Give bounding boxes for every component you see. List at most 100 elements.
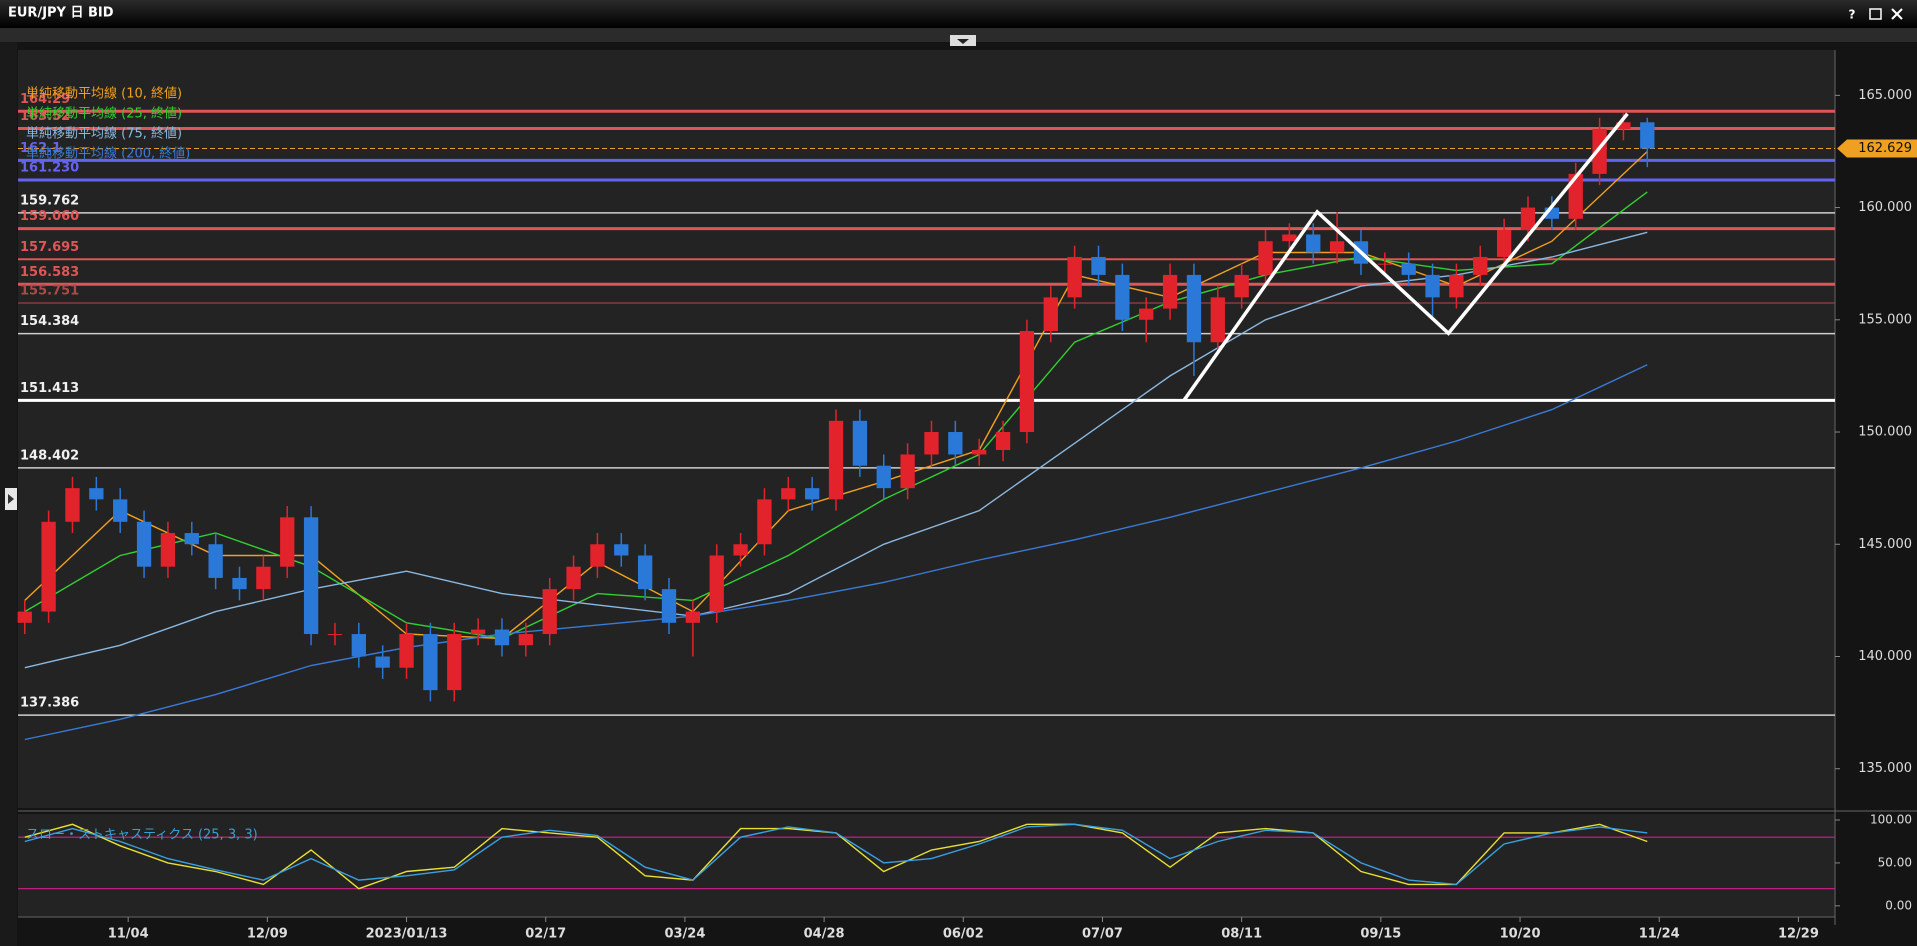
x-tick-label: 02/17 [525, 927, 566, 942]
candle-body [303, 517, 319, 635]
candle-body [1449, 274, 1464, 298]
candle-body [17, 611, 32, 623]
candle-body [733, 544, 748, 556]
candle-body [566, 566, 581, 590]
main-panel [18, 50, 1835, 808]
sub-panel [18, 814, 1835, 917]
x-tick-label: 2023/01/13 [366, 927, 448, 942]
candle-body [1544, 207, 1560, 219]
candle-body [494, 629, 510, 646]
candle-body [1401, 263, 1416, 275]
level-label: 157.695 [20, 240, 79, 255]
level-label: 164.29 [20, 92, 70, 107]
candle-body [1568, 173, 1583, 219]
candle-body [757, 499, 772, 545]
candle-body [637, 555, 653, 590]
candle-body [327, 634, 343, 636]
candle-body [1306, 234, 1321, 253]
candle-body [1473, 256, 1488, 275]
candle-body [1377, 263, 1392, 265]
level-label: 162.1 [20, 141, 61, 156]
candle-body [208, 544, 223, 578]
candle-body [1019, 331, 1035, 433]
x-tick-label: 07/07 [1082, 927, 1123, 942]
plot-layer: 135.000 140.000 145.000 150.000 155.000 160.0… [17, 86, 1917, 942]
level-label: 156.583 [20, 265, 79, 280]
candle-body [1496, 230, 1512, 257]
x-tick-label: 06/02 [943, 927, 984, 942]
title-bar [0, 0, 1917, 28]
level-label: 155.751 [20, 283, 79, 298]
y-tick-label: 135.000 [1858, 761, 1912, 776]
side-toggle-icon [8, 494, 14, 504]
candle-body [470, 629, 486, 635]
candle-body [1425, 274, 1440, 298]
candle-body [995, 432, 1011, 450]
level-label: 137.386 [20, 696, 79, 711]
legend-entry: 単純移動平均線 (200, 終値) [26, 146, 190, 162]
candle-body [1616, 122, 1631, 130]
x-tick-label: 08/11 [1221, 927, 1262, 942]
candle-body [972, 449, 987, 455]
candle-body [1091, 256, 1106, 275]
candle-body [542, 589, 557, 635]
candle-body [1162, 274, 1178, 309]
candle-body [1329, 241, 1345, 253]
close-button[interactable] [1891, 8, 1903, 20]
level-label: 151.413 [20, 381, 79, 396]
y-tick-label: 150.000 [1858, 425, 1912, 440]
y-tick-label: 0.00 [1885, 898, 1912, 912]
level-label: 159.762 [20, 193, 79, 208]
line-series [24, 364, 1648, 741]
collapse-icon [957, 39, 969, 44]
candle-body [256, 566, 271, 590]
candle-body [1592, 129, 1607, 174]
x-tick-label: 12/29 [1778, 927, 1819, 942]
candle-body [876, 465, 891, 489]
candle-body [1258, 241, 1273, 275]
last-price-label: 162.629 [1858, 141, 1912, 156]
candle-body [160, 533, 176, 567]
legend-entry: 単純移動平均線 (25, 終値) [26, 106, 182, 122]
candle-body [136, 521, 152, 567]
candle-body [1115, 274, 1130, 320]
help-button[interactable]: ? [1849, 8, 1856, 22]
trend-drawing [1182, 112, 1629, 402]
y-tick-label: 160.000 [1858, 200, 1912, 215]
candle-body [41, 521, 56, 612]
y-tick-label: 165.000 [1858, 88, 1912, 103]
candle-body [375, 656, 390, 668]
candle-body [590, 544, 605, 567]
maximize-button[interactable] [1869, 8, 1882, 20]
level-label: 154.384 [20, 314, 79, 329]
level-label: 159.060 [20, 209, 79, 224]
indicator-title: スロー・ストキャスティクス (25, 3, 3) [26, 828, 258, 843]
x-tick-label: 11/04 [108, 927, 149, 942]
candle-body [709, 555, 724, 612]
candle-body [184, 533, 199, 545]
candle-body [1139, 308, 1154, 320]
candle-body [399, 634, 414, 668]
candle-body [1043, 297, 1058, 332]
y-tick-label: 155.000 [1858, 312, 1912, 327]
candle-body [924, 432, 939, 455]
candle-body [828, 420, 844, 500]
legend-entry: 単純移動平均線 (75, 終値) [26, 126, 182, 142]
candle-body [1282, 234, 1297, 242]
level-label: 163.52 [20, 109, 70, 124]
x-tick-label: 10/20 [1500, 927, 1541, 942]
candle-body [805, 488, 820, 500]
candle-body [1186, 274, 1202, 343]
candle-body [852, 420, 868, 466]
legend-entry: 単純移動平均線 (10, 終値) [26, 86, 182, 102]
line-series [24, 231, 1648, 669]
candle-body [232, 577, 247, 590]
candle-body [280, 517, 295, 567]
candle-body [781, 488, 796, 500]
candle-body [614, 544, 629, 556]
candle-body [423, 634, 438, 691]
last-price-tag [1837, 139, 1917, 158]
candle-body [1234, 274, 1249, 298]
y-tick-label: 145.000 [1858, 537, 1912, 552]
line-series [24, 823, 1648, 886]
